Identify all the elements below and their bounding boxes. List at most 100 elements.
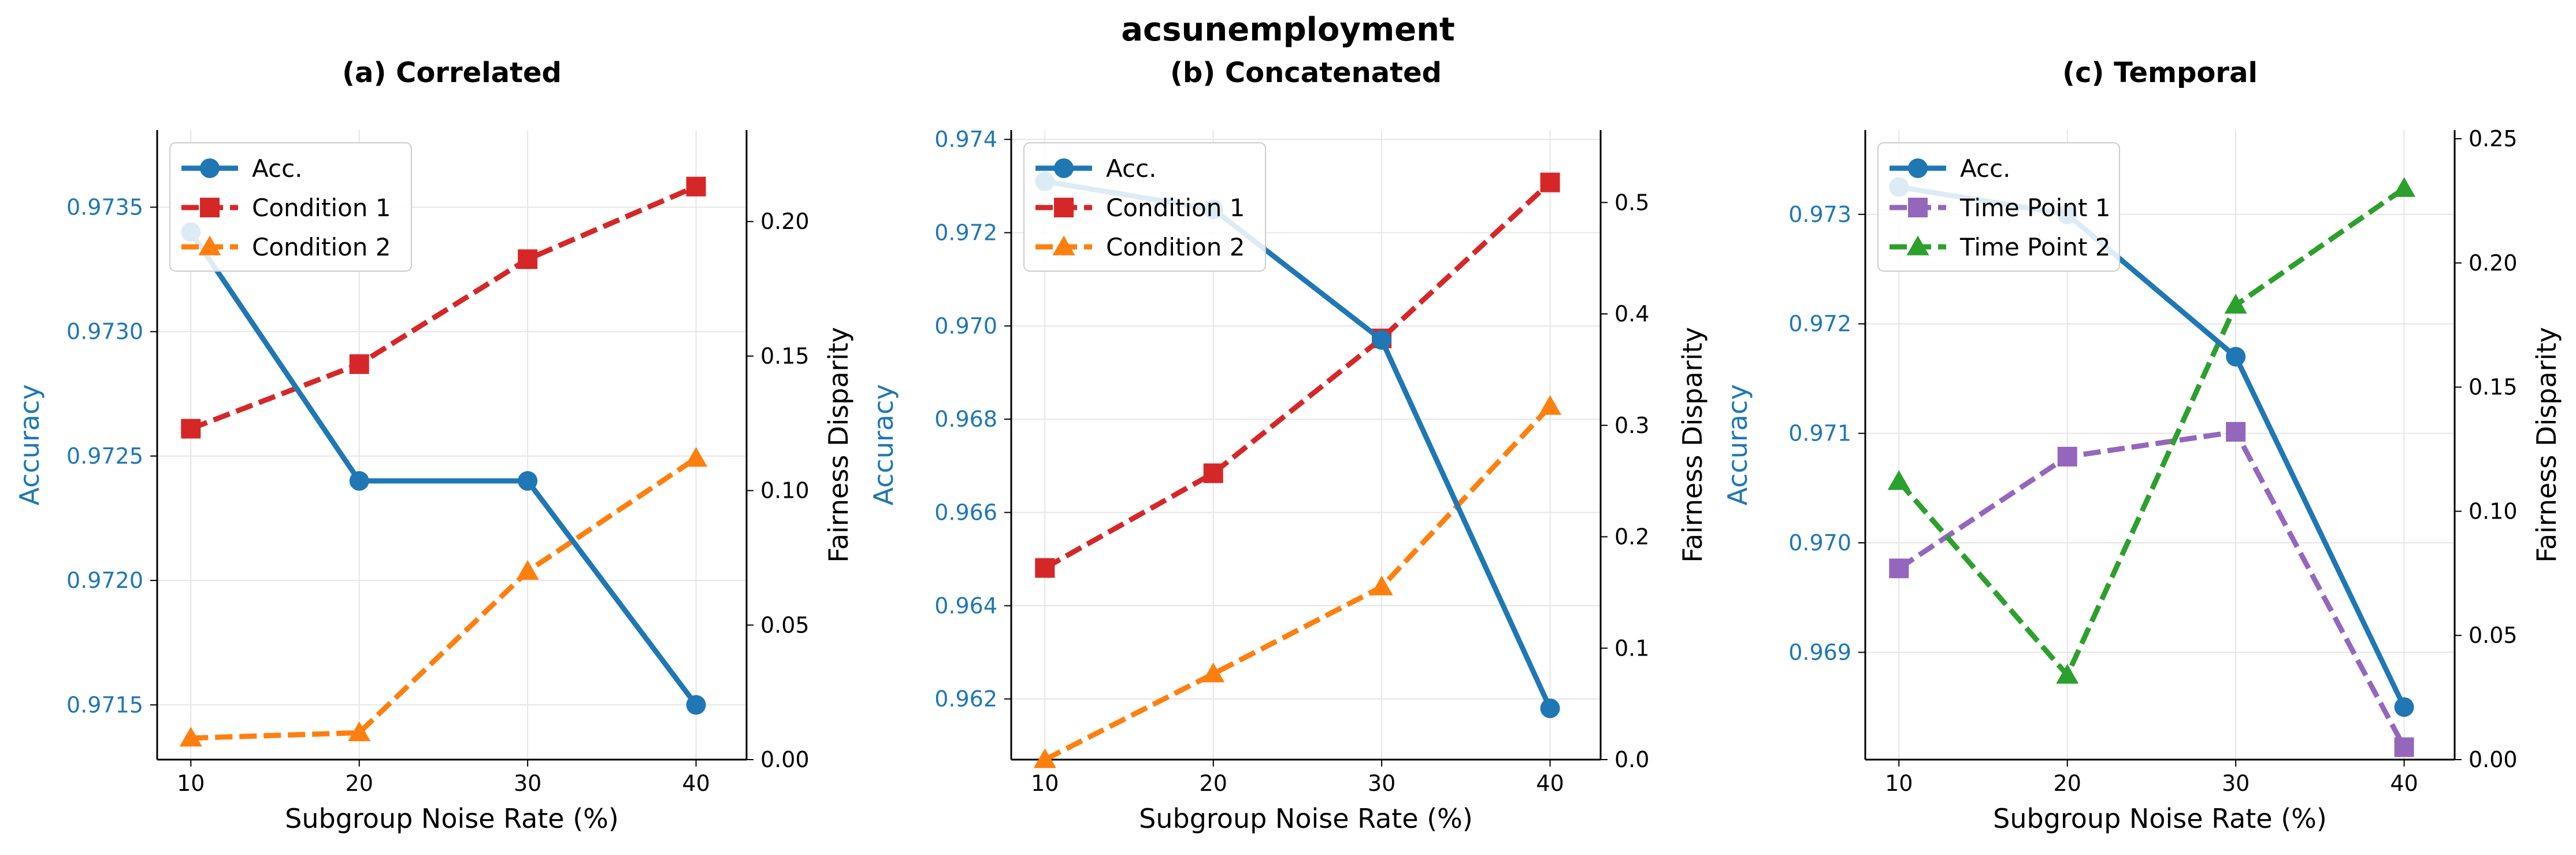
- grid: [1011, 130, 1601, 760]
- legend: Acc. Condition 1 Condition 2: [1023, 142, 1266, 272]
- legend-label: Time Point 2: [1959, 233, 2111, 261]
- legend-item-acc: Acc.: [1035, 154, 1157, 183]
- y-left-tick-label: 0.962: [934, 686, 997, 712]
- y-axis-label-right: Fairness Disparity: [2531, 327, 2562, 563]
- legend-label: Time Point 1: [1959, 194, 2111, 222]
- data-point-condition-1: [518, 249, 538, 269]
- y-left-tick-label: 0.969: [1788, 639, 1851, 665]
- x-tick-label: 30: [514, 771, 541, 796]
- legend-label: Condition 2: [252, 233, 391, 261]
- legend-label: Condition 1: [1106, 194, 1245, 222]
- data-point-acc: [1372, 330, 1392, 350]
- series-line-condition-1: [190, 184, 697, 431]
- x-tick-label: 20: [346, 771, 373, 796]
- y-left-tick-label: 0.9720: [66, 568, 143, 593]
- y-right-tick-label: 0.20: [2469, 250, 2518, 276]
- legend-item-acc: Acc.: [181, 154, 303, 183]
- data-point-time-point-1: [1889, 558, 1909, 579]
- y-right-tick-label: 0.15: [760, 343, 810, 369]
- data-point-condition-1: [1035, 558, 1055, 578]
- data-point-condition-2: [1033, 748, 1056, 768]
- data-point-time-point-2: [2393, 177, 2416, 197]
- y-left-tick-label: 0.9715: [66, 692, 143, 717]
- y-right-tick-label: 0.4: [1614, 301, 1649, 327]
- y-left-tick-label: 0.970: [934, 313, 997, 339]
- data-point-condition-2: [516, 560, 539, 580]
- data-point-condition-1: [181, 419, 201, 439]
- x-tick-label: 40: [682, 771, 710, 796]
- y-left-tick-label: 0.9730: [66, 319, 143, 345]
- x-tick-label: 30: [1368, 771, 1395, 796]
- data-point-condition-2: [179, 727, 202, 747]
- y-axis-label-left: Accuracy: [868, 384, 899, 505]
- legend-box: [1877, 142, 2120, 272]
- legend-marker: [1906, 235, 1929, 256]
- data-point-condition-2: [1539, 395, 1562, 415]
- data-point-acc: [1540, 698, 1560, 719]
- y-axis-label-left: Accuracy: [14, 384, 45, 505]
- data-point-time-point-2: [1887, 470, 1910, 490]
- series-time-point-2: [1887, 177, 2416, 684]
- chart-panel-3: (c) Temporal 10 20 30 40 0.969 0.970 0.971 0.972…: [1722, 57, 2562, 834]
- x-axis-label: Subgroup Noise Rate (%): [1993, 803, 2327, 834]
- y-left-tick-label: 0.9735: [66, 194, 143, 220]
- y-right-tick-label: 0.00: [2469, 747, 2518, 772]
- y-left-tick-label: 0.972: [1788, 311, 1851, 336]
- x-axis-label: Subgroup Noise Rate (%): [285, 803, 619, 834]
- x-tick-label: 40: [2390, 771, 2418, 796]
- y-left-tick-label: 0.9725: [66, 443, 143, 469]
- data-point-time-point-1: [2226, 421, 2246, 442]
- legend-box: [1023, 142, 1266, 272]
- legend-marker: [1052, 235, 1075, 256]
- x-tick-label: 20: [2054, 771, 2081, 796]
- legend-item-condition-2: Condition 2: [1035, 233, 1245, 261]
- subplot-title: (a) Correlated: [342, 57, 562, 89]
- y-right-tick-label: 0.15: [2469, 375, 2518, 400]
- legend-item-acc: Acc.: [1890, 154, 2011, 183]
- data-point-condition-1: [349, 354, 369, 374]
- legend-item-time-point-1: Time Point 1: [1890, 194, 2111, 222]
- legend-item-condition-1: Condition 1: [181, 194, 391, 222]
- data-point-condition-2: [685, 447, 708, 467]
- legend-item-time-point-2: Time Point 2: [1890, 233, 2111, 261]
- data-point-condition-2: [348, 721, 371, 742]
- y-right-tick-label: 0.0: [1614, 747, 1649, 772]
- y-left-tick-label: 0.972: [934, 220, 997, 245]
- y-right-tick-label: 0.25: [2469, 126, 2518, 151]
- series-time-point-1: [1889, 421, 2414, 757]
- series-line-acc: [188, 230, 699, 707]
- y-left-tick-label: 0.966: [934, 499, 997, 525]
- legend-item-condition-2: Condition 2: [181, 233, 391, 261]
- series-condition-2: [179, 447, 708, 747]
- y-left-tick-label: 0.973: [1788, 202, 1851, 227]
- data-point-acc: [2226, 347, 2246, 367]
- legend-label: Acc.: [1960, 154, 2011, 183]
- legend-label: Condition 1: [252, 194, 391, 222]
- x-tick-label: 40: [1536, 771, 1564, 796]
- y-right-tick-label: 0.05: [760, 612, 810, 638]
- y-left-tick-label: 0.974: [934, 127, 997, 152]
- series-condition-1: [181, 176, 706, 439]
- y-right-tick-label: 0.10: [2469, 498, 2518, 524]
- chart-panel-2: (b) Concatenated 10 20 30 40 0.962 0.964 0.966 0…: [868, 57, 1708, 834]
- x-axis-label: Subgroup Noise Rate (%): [1139, 803, 1473, 834]
- y-right-tick-label: 0.10: [760, 478, 810, 504]
- x-tick-label: 10: [177, 771, 205, 796]
- y-right-tick-label: 0.5: [1614, 190, 1649, 215]
- y-right-tick-label: 0.1: [1614, 635, 1649, 661]
- x-tick-label: 10: [1031, 771, 1059, 796]
- x-tick-label: 10: [1885, 771, 1913, 796]
- y-right-tick-label: 0.05: [2469, 623, 2518, 648]
- data-point-time-point-1: [2394, 737, 2414, 757]
- data-point-time-point-2: [2224, 294, 2247, 314]
- legend: Acc. Condition 1 Condition 2: [169, 142, 412, 272]
- legend-marker: [1054, 158, 1074, 178]
- y-right-tick-label: 0.20: [760, 209, 810, 234]
- series-line-condition-2: [191, 456, 698, 741]
- y-right-tick-label: 0.2: [1614, 524, 1649, 550]
- series-line-condition-1: [1044, 180, 1552, 571]
- legend-label: Condition 2: [1106, 233, 1245, 261]
- data-point-condition-1: [1540, 172, 1560, 193]
- series-condition-2: [1033, 395, 1562, 768]
